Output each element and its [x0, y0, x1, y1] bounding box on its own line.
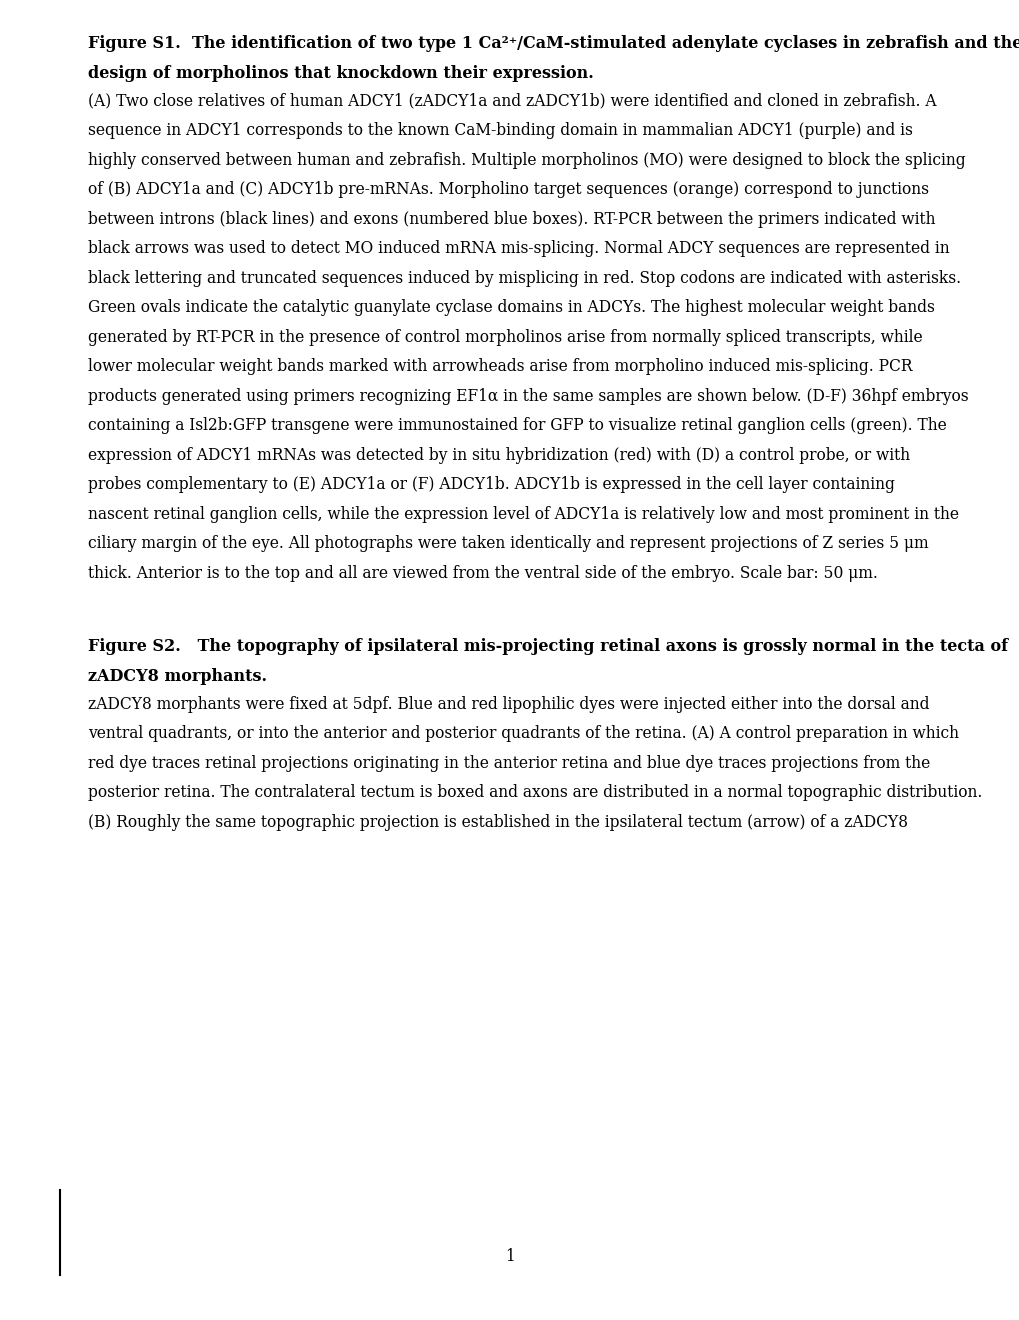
Text: products generated using primers recognizing EF1α in the same samples are shown : products generated using primers recogni… — [88, 388, 968, 404]
Text: generated by RT-PCR in the presence of control morpholinos arise from normally s: generated by RT-PCR in the presence of c… — [88, 329, 922, 346]
Text: 1: 1 — [504, 1247, 515, 1265]
Text: nascent retinal ganglion cells, while the expression level of ADCY1a is relative: nascent retinal ganglion cells, while th… — [88, 506, 958, 523]
Text: ciliary margin of the eye. All photographs were taken identically and represent : ciliary margin of the eye. All photograp… — [88, 535, 927, 552]
Text: expression of ADCY1 mRNAs was detected by in situ hybridization (red) with (D) a: expression of ADCY1 mRNAs was detected b… — [88, 446, 909, 463]
Text: of (B) ADCY1a and (C) ADCY1b pre-mRNAs. Morpholino target sequences (orange) cor: of (B) ADCY1a and (C) ADCY1b pre-mRNAs. … — [88, 181, 928, 198]
Text: between introns (black lines) and exons (numbered blue boxes). RT-PCR between th: between introns (black lines) and exons … — [88, 210, 934, 227]
Text: black arrows was used to detect MO induced mRNA mis-splicing. Normal ADCY sequen: black arrows was used to detect MO induc… — [88, 240, 949, 257]
Text: zADCY8 morphants were fixed at 5dpf. Blue and red lipophilic dyes were injected : zADCY8 morphants were fixed at 5dpf. Blu… — [88, 696, 928, 713]
Text: Figure S2.   The topography of ipsilateral mis-projecting retinal axons is gross: Figure S2. The topography of ipsilateral… — [88, 639, 1007, 655]
Text: sequence in ADCY1 corresponds to the known CaM-binding domain in mammalian ADCY1: sequence in ADCY1 corresponds to the kno… — [88, 121, 912, 139]
Text: (B) Roughly the same topographic projection is established in the ipsilateral te: (B) Roughly the same topographic project… — [88, 814, 907, 830]
Text: (A) Two close relatives of human ADCY1 (zADCY1a and zADCY1b) were identified and: (A) Two close relatives of human ADCY1 (… — [88, 92, 935, 110]
Text: posterior retina. The contralateral tectum is boxed and axons are distributed in: posterior retina. The contralateral tect… — [88, 784, 981, 801]
Text: zADCY8 morphants.: zADCY8 morphants. — [88, 668, 267, 685]
Text: containing a Isl2b:GFP transgene were immunostained for GFP to visualize retinal: containing a Isl2b:GFP transgene were im… — [88, 417, 946, 434]
Text: Green ovals indicate the catalytic guanylate cyclase domains in ADCYs. The highe: Green ovals indicate the catalytic guany… — [88, 300, 934, 315]
Text: probes complementary to (E) ADCY1a or (F) ADCY1b. ADCY1b is expressed in the cel: probes complementary to (E) ADCY1a or (F… — [88, 477, 894, 494]
Text: highly conserved between human and zebrafish. Multiple morpholinos (MO) were des: highly conserved between human and zebra… — [88, 152, 965, 169]
Text: design of morpholinos that knockdown their expression.: design of morpholinos that knockdown the… — [88, 65, 593, 82]
Text: lower molecular weight bands marked with arrowheads arise from morpholino induce: lower molecular weight bands marked with… — [88, 358, 912, 375]
Text: red dye traces retinal projections originating in the anterior retina and blue d: red dye traces retinal projections origi… — [88, 755, 929, 772]
Text: ventral quadrants, or into the anterior and posterior quadrants of the retina. (: ventral quadrants, or into the anterior … — [88, 725, 958, 742]
Text: Figure S1.  The identification of two type 1 Ca²⁺/CaM-stimulated adenylate cycla: Figure S1. The identification of two typ… — [88, 36, 1019, 51]
Text: thick. Anterior is to the top and all are viewed from the ventral side of the em: thick. Anterior is to the top and all ar… — [88, 565, 877, 582]
Text: black lettering and truncated sequences induced by misplicing in red. Stop codon: black lettering and truncated sequences … — [88, 269, 960, 286]
